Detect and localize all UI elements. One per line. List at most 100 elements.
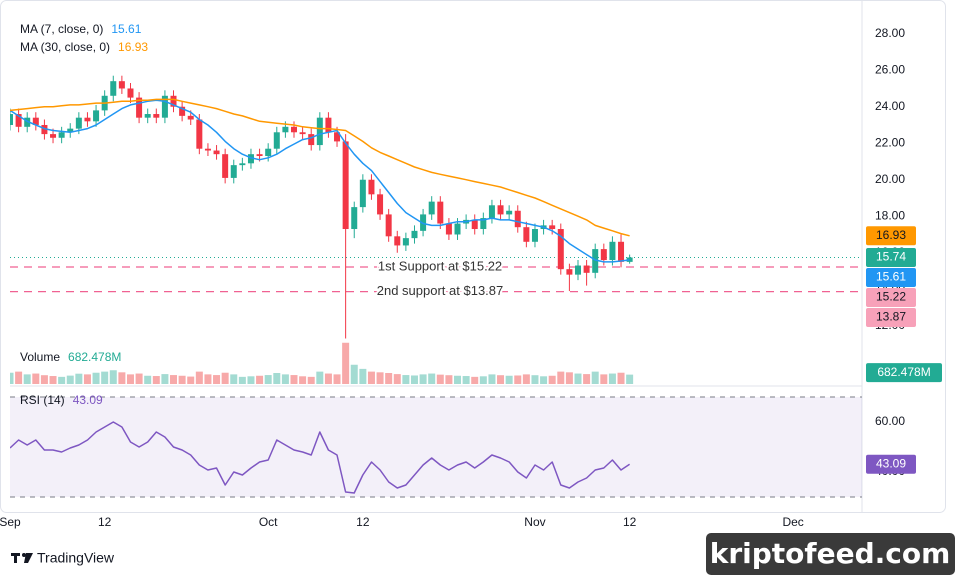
volume-bar (10, 372, 14, 384)
price-tag-box (866, 226, 916, 246)
volume-tag: 682.478M (877, 365, 930, 379)
price-tag: 15.22 (876, 290, 906, 304)
legend-label: RSI (14) (20, 393, 65, 407)
candle-body (50, 134, 57, 138)
candle-body (222, 154, 229, 178)
rsi-line (10, 421, 631, 494)
x-tick-label: Dec (782, 515, 803, 529)
volume-bar (144, 375, 152, 384)
volume-bar (471, 376, 479, 384)
legend-value: 682.478M (68, 350, 121, 364)
legend-label: Volume (20, 350, 60, 364)
volume-bar (359, 368, 367, 384)
x-tick-label: Sep (0, 515, 21, 529)
candle-body (523, 227, 530, 242)
volume-bar (505, 375, 513, 384)
volume-bar (161, 374, 169, 384)
volume-bar (600, 374, 608, 384)
legend-value: 16.93 (118, 40, 148, 54)
candle-body (325, 117, 332, 133)
candle-body (93, 110, 100, 122)
volume-bar (436, 374, 444, 384)
volume-bar (342, 342, 350, 384)
candle-body (592, 249, 599, 273)
candle-body (204, 148, 211, 151)
volume-bar (238, 376, 246, 384)
price-tag-box (866, 287, 916, 307)
candle-body (557, 229, 564, 270)
volume-bar (66, 375, 74, 384)
candle-body (445, 223, 452, 235)
volume-bar (583, 374, 591, 384)
candle-body (402, 238, 409, 246)
y-tick-label: 18.00 (875, 208, 905, 222)
volume-bar (58, 376, 66, 384)
volume-bar (221, 372, 229, 384)
candle-body (75, 117, 82, 129)
candle-body (67, 128, 74, 133)
support-label: 2nd support at $13.87 (377, 283, 504, 298)
rsi-tag: 43.09 (876, 456, 906, 470)
volume-bar (264, 375, 272, 384)
price-tag: 15.61 (876, 270, 906, 284)
ma-line (10, 98, 630, 237)
x-tick-label: 12 (98, 515, 112, 529)
candle-body (359, 179, 366, 208)
volume-bar (281, 374, 289, 384)
y-tick-label: 60.00 (875, 414, 905, 428)
volume-bar (333, 374, 341, 384)
candle-body (316, 117, 323, 146)
candle-body (273, 132, 280, 149)
legend-label: MA (30, close, 0) (20, 40, 110, 54)
candle-body (179, 106, 186, 116)
x-tick-label: Nov (524, 515, 545, 529)
candle-body (15, 114, 22, 127)
logo-mark (22, 553, 26, 557)
volume-bar (626, 374, 634, 384)
price-tag: 16.93 (876, 228, 906, 242)
candle-body (282, 126, 289, 133)
candle-body (342, 141, 349, 230)
candle-body (299, 132, 306, 135)
volume-bar (213, 375, 221, 384)
candle-body (136, 97, 143, 118)
candle-body (127, 88, 134, 98)
volume-bar (101, 371, 109, 384)
volume-bar (514, 375, 522, 384)
candle-body (437, 201, 444, 224)
candle-body (118, 81, 125, 89)
candle-body (411, 230, 418, 239)
volume-bar (479, 376, 487, 384)
support-label: 1st Support at $15.22 (378, 258, 502, 273)
y-tick-label: 28.00 (875, 26, 905, 40)
candle-body (368, 179, 375, 195)
volume-bar (316, 371, 324, 384)
volume-bar (247, 376, 255, 384)
candle-body (480, 218, 487, 230)
candle-body (239, 163, 246, 166)
volume-bar (178, 375, 186, 384)
candle-body (247, 154, 254, 164)
x-tick-label: Oct (259, 515, 278, 529)
volume-bar (428, 373, 436, 384)
volume-bar (350, 364, 358, 384)
volume-bar (410, 375, 418, 384)
volume-bar (135, 373, 143, 384)
candle-body (549, 225, 556, 230)
volume-bar (92, 372, 100, 384)
volume-bar (454, 375, 462, 384)
price-tag: 13.87 (876, 310, 906, 324)
volume-bar (591, 371, 599, 384)
candle-body (153, 114, 160, 118)
logo-text: TradingView (37, 550, 115, 566)
candle-body (583, 265, 590, 273)
logo-mark (24, 553, 33, 563)
price-tag: 15.74 (876, 250, 906, 264)
legend-value: 43.09 (73, 393, 103, 407)
volume-bar (40, 375, 48, 384)
price-tag-box (866, 247, 916, 267)
candle-body (531, 229, 538, 242)
volume-bar (608, 373, 616, 384)
candle-body (600, 249, 607, 261)
